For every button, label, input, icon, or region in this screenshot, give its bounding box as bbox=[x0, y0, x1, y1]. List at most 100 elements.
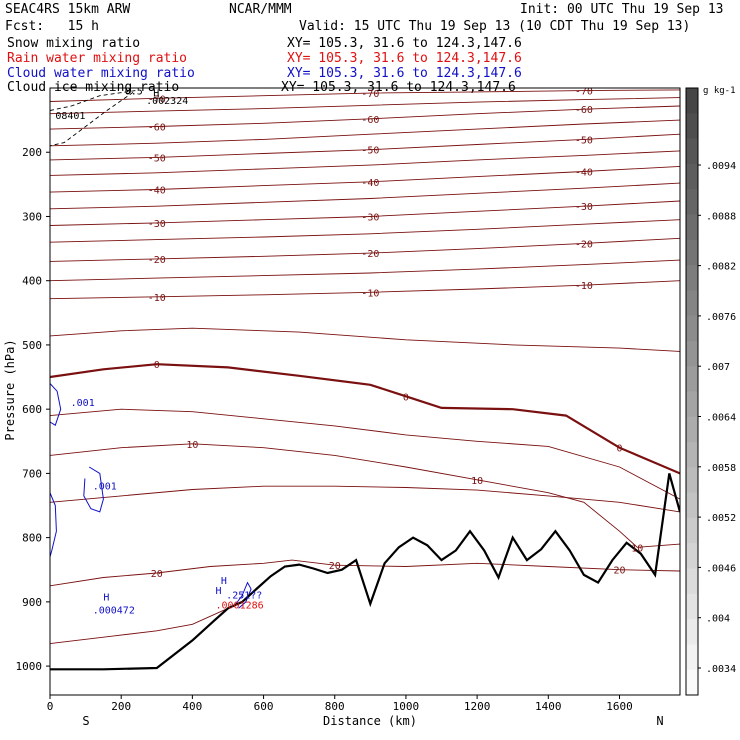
colorbar-tick-label: .0064 bbox=[706, 413, 736, 424]
colorbar-frame bbox=[685, 87, 699, 696]
colorbar-swatch bbox=[686, 113, 698, 140]
y-tick-label: 600 bbox=[22, 403, 42, 416]
isotherm-label: -20 bbox=[361, 249, 379, 260]
isotherm-label: -60 bbox=[148, 123, 166, 134]
x-tick-label: 0 bbox=[47, 700, 54, 713]
isotherm-label: -60 bbox=[361, 115, 379, 126]
field-cloudwater-name: Cloud water mixing ratio bbox=[7, 66, 195, 81]
colorbar-swatch bbox=[686, 593, 698, 620]
colorbar-tick-label: .0094 bbox=[706, 161, 736, 172]
isotherm-10 bbox=[50, 443, 680, 548]
isotherm-label: -50 bbox=[361, 146, 379, 157]
colorbar-swatch bbox=[686, 290, 698, 317]
x-tick-label: 200 bbox=[111, 700, 131, 713]
isotherm--60 bbox=[50, 105, 680, 130]
colorbar-swatch bbox=[686, 366, 698, 392]
isotherm-label: 20 bbox=[329, 561, 341, 572]
cloud-water-label: .001 bbox=[71, 398, 95, 409]
isotherm--45 bbox=[50, 150, 680, 176]
colorbar-tick-label: .0088 bbox=[706, 211, 736, 222]
cloud-water-contour bbox=[83, 466, 104, 513]
isotherm--15 bbox=[50, 259, 680, 282]
y-axis-label: Pressure (hPa) bbox=[3, 339, 17, 440]
colorbar-swatch bbox=[686, 138, 698, 165]
isotherm-label: 10 bbox=[186, 440, 198, 451]
isotherm-label: -60 bbox=[575, 105, 593, 116]
isotherm-layer bbox=[50, 89, 680, 645]
y-tick-label: 200 bbox=[22, 146, 42, 159]
isotherm-label: -30 bbox=[575, 202, 593, 213]
colorbar-tick-label: .0034 bbox=[706, 664, 736, 675]
x-tick-label: 1400 bbox=[535, 700, 562, 713]
field-rain-name: Rain water mixing ratio bbox=[7, 51, 188, 66]
y-tick-label: 400 bbox=[22, 275, 42, 288]
x-tick-label: 1000 bbox=[393, 700, 420, 713]
colorbar-swatch bbox=[686, 442, 698, 468]
cloud-water-layer bbox=[49, 383, 252, 609]
isotherm-label: -10 bbox=[361, 288, 379, 299]
y-tick-label: 700 bbox=[22, 467, 42, 480]
isotherm--35 bbox=[50, 182, 680, 210]
field-snow-name: Snow mixing ratio bbox=[7, 36, 141, 51]
x-end-label-left: S bbox=[82, 714, 89, 728]
cloud-water-contour bbox=[234, 581, 252, 609]
x-tick-label: 1200 bbox=[464, 700, 491, 713]
colorbar-tick-label: .004 bbox=[706, 614, 730, 625]
colorbar-swatch bbox=[686, 517, 698, 544]
isotherm-label: -40 bbox=[148, 185, 166, 196]
isotherm-label: -10 bbox=[148, 293, 166, 304]
cloud-water-label: H bbox=[103, 593, 109, 604]
isotherm-label: -40 bbox=[361, 178, 379, 189]
isotherm-label: -50 bbox=[148, 153, 166, 164]
isotherm-label: 20 bbox=[151, 569, 163, 580]
isotherm--30 bbox=[50, 200, 680, 226]
colorbar-swatch bbox=[686, 189, 698, 215]
x-tick-label: 600 bbox=[254, 700, 274, 713]
y-tick-label: 500 bbox=[22, 339, 42, 352]
isotherm-label: -30 bbox=[148, 219, 166, 230]
isotherm--70 bbox=[50, 89, 680, 102]
model-title: SEAC4RS 15km ARW bbox=[5, 2, 131, 17]
cloud-water-label: .001 bbox=[93, 481, 117, 492]
colorbar-swatch bbox=[686, 492, 698, 519]
isotherm--5 bbox=[50, 327, 680, 352]
isotherm-label: -10 bbox=[575, 281, 593, 292]
isotherm-5 bbox=[50, 408, 680, 500]
colorbar-unit: g kg-1 bbox=[703, 86, 736, 96]
cloud-water-contour bbox=[49, 492, 57, 558]
colorbar-swatch bbox=[686, 568, 698, 595]
field-snow-xy: XY= 105.3, 31.6 to 124.3,147.6 bbox=[287, 36, 522, 51]
forecast-hour: Fcst: 15 h bbox=[5, 19, 99, 34]
isotherm--20 bbox=[50, 237, 680, 262]
terrain-layer bbox=[50, 473, 680, 671]
isotherm--25 bbox=[50, 219, 680, 243]
isotherm-label: 10 bbox=[471, 476, 483, 487]
y-tick-label: 900 bbox=[22, 596, 42, 609]
colorbar-tick-label: .0076 bbox=[706, 312, 736, 323]
isotherm--55 bbox=[50, 119, 680, 147]
y-tick-label: 300 bbox=[22, 210, 42, 223]
org-label: NCAR/MMM bbox=[229, 2, 292, 17]
colorbar-tick-label: .0046 bbox=[706, 563, 736, 574]
terrain-profile bbox=[50, 473, 680, 671]
cloud-water-label: .251?? bbox=[226, 591, 262, 602]
snow-label: .002324 bbox=[146, 96, 188, 107]
y-tick-label: 800 bbox=[22, 532, 42, 545]
isotherm-label: -30 bbox=[361, 212, 379, 223]
colorbar-swatch bbox=[686, 88, 698, 114]
isotherm-20 bbox=[50, 559, 680, 587]
cloud-water-label: .000472 bbox=[93, 605, 135, 616]
colorbar-swatch bbox=[686, 391, 698, 418]
snow-label: 0.5 bbox=[125, 86, 143, 97]
cloud-water-label: H bbox=[216, 586, 222, 597]
snow-label: H bbox=[153, 88, 159, 99]
colorbar-tick-label: .0052 bbox=[706, 513, 736, 524]
colorbar-swatch bbox=[686, 315, 698, 342]
isotherm-label: 10 bbox=[631, 543, 643, 554]
isotherm-0 bbox=[50, 363, 680, 475]
x-tick-label: 400 bbox=[182, 700, 202, 713]
isotherm-label: 0 bbox=[154, 360, 160, 371]
isotherm-label: 0 bbox=[616, 444, 622, 455]
colorbar: .0094 .0088 .0082 .0076 .007 .0064 .0058 .0052.… bbox=[685, 86, 736, 696]
valid-time: Valid: 15 UTC Thu 19 Sep 13 (10 CDT Thu … bbox=[299, 19, 691, 34]
